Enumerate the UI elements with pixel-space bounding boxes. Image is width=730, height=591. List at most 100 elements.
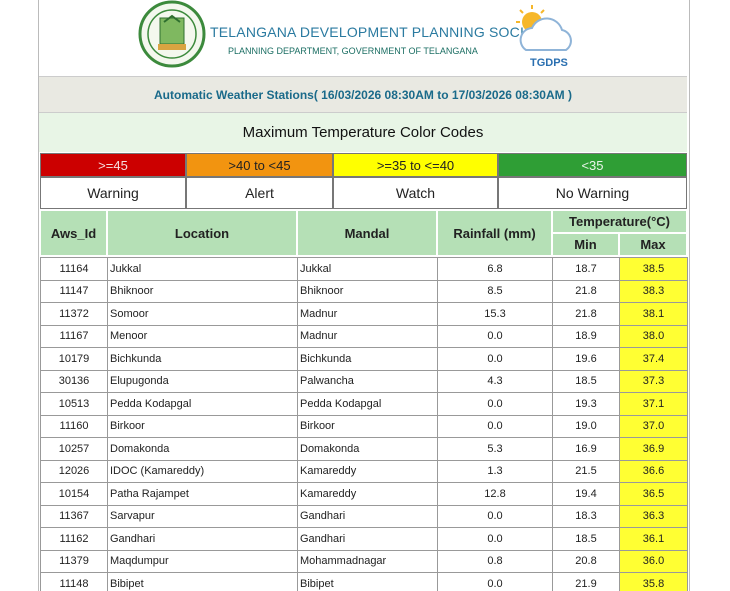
column-group-header: Temperature(°C)	[552, 210, 687, 233]
state-emblem	[138, 0, 206, 68]
table-row: 10257 Domakonda Domakonda 5.3 16.9 36.9	[40, 437, 688, 461]
data-table: 11164 Jukkal Jukkal 6.8 18.7 38.5 11147 Bhiknoo…	[40, 257, 688, 591]
mandal: Birkoor	[297, 414, 438, 438]
max-temp: 35.8	[619, 572, 688, 591]
min-temp: 18.9	[552, 324, 620, 348]
max-temp: 38.1	[619, 302, 688, 326]
aws-id: 11162	[40, 527, 108, 551]
rainfall: 6.8	[437, 257, 553, 281]
rainfall: 0.8	[437, 549, 553, 573]
rainfall: 0.0	[437, 414, 553, 438]
legend-title: Maximum Temperature Color Codes	[39, 113, 687, 152]
location: Elupugonda	[107, 369, 298, 393]
header-title: TELANGANA DEVELOPMENT PLANNING SOCIETY	[210, 24, 552, 40]
max-temp: 38.5	[619, 257, 688, 281]
mandal: Domakonda	[297, 437, 438, 461]
location: Menoor	[107, 324, 298, 348]
legend-range: <35	[498, 153, 687, 177]
max-temp: 38.3	[619, 279, 688, 303]
mandal: Bibipet	[297, 572, 438, 591]
legend-label: Alert	[186, 177, 333, 209]
rainfall: 15.3	[437, 302, 553, 326]
table-row: 10513 Pedda Kodapgal Pedda Kodapgal 0.0 19.3…	[40, 392, 688, 416]
table-row: 11167 Menoor Madnur 0.0 18.9 38.0	[40, 324, 688, 348]
table-row: 11164 Jukkal Jukkal 6.8 18.7 38.5	[40, 257, 688, 281]
header-subtitle: PLANNING DEPARTMENT, GOVERNMENT OF TELAN…	[228, 46, 478, 56]
min-temp: 21.8	[552, 302, 620, 326]
max-temp: 37.4	[619, 347, 688, 371]
aws-id: 11379	[40, 549, 108, 573]
table-row: 10154 Patha Rajampet Kamareddy 12.8 19.4 36.5	[40, 482, 688, 506]
location: Bhiknoor	[107, 279, 298, 303]
aws-id: 10513	[40, 392, 108, 416]
column-header: Min	[552, 233, 619, 256]
min-temp: 18.5	[552, 527, 620, 551]
rainfall: 4.3	[437, 369, 553, 393]
min-temp: 19.3	[552, 392, 620, 416]
location: Patha Rajampet	[107, 482, 298, 506]
legend-range: >=45	[40, 153, 186, 177]
mandal: Bichkunda	[297, 347, 438, 371]
min-temp: 19.4	[552, 482, 620, 506]
table-row: 11148 Bibipet Bibipet 0.0 21.9 35.8	[40, 572, 688, 591]
rainfall: 5.3	[437, 437, 553, 461]
page-frame	[38, 0, 690, 591]
min-temp: 19.0	[552, 414, 620, 438]
aws-id: 11372	[40, 302, 108, 326]
min-temp: 21.8	[552, 279, 620, 303]
max-temp: 38.0	[619, 324, 688, 348]
location: Jukkal	[107, 257, 298, 281]
table-row: 11372 Somoor Madnur 15.3 21.8 38.1	[40, 302, 688, 326]
tgdps-logo	[516, 5, 572, 51]
max-temp: 36.9	[619, 437, 688, 461]
location: Maqdumpur	[107, 549, 298, 573]
info-bar: Automatic Weather Stations( 16/03/2026 0…	[39, 76, 687, 113]
table-row: 11160 Birkoor Birkoor 0.0 19.0 37.0	[40, 414, 688, 438]
aws-id: 11148	[40, 572, 108, 591]
aws-id: 11160	[40, 414, 108, 438]
min-temp: 18.5	[552, 369, 620, 393]
column-header: Location	[107, 210, 297, 256]
legend-label: Warning	[40, 177, 186, 209]
max-temp: 36.0	[619, 549, 688, 573]
mandal: Madnur	[297, 324, 438, 348]
table-row: 11379 Maqdumpur Mohammadnagar 0.8 20.8 36.0	[40, 549, 688, 573]
legend-range: >=35 to <=40	[333, 153, 498, 177]
location: Birkoor	[107, 414, 298, 438]
mandal: Bhiknoor	[297, 279, 438, 303]
rainfall: 0.0	[437, 324, 553, 348]
location: Bibipet	[107, 572, 298, 591]
rainfall: 1.3	[437, 459, 553, 483]
rainfall: 0.0	[437, 572, 553, 591]
logo-text: TGDPS	[530, 57, 568, 69]
table-row: 12026 IDOC (Kamareddy) Kamareddy 1.3 21.5 36.…	[40, 459, 688, 483]
legend-label: No Warning	[498, 177, 687, 209]
max-temp: 36.5	[619, 482, 688, 506]
table-row: 11367 Sarvapur Gandhari 0.0 18.3 36.3	[40, 504, 688, 528]
min-temp: 21.5	[552, 459, 620, 483]
mandal: Palwancha	[297, 369, 438, 393]
aws-id: 11164	[40, 257, 108, 281]
table-row: 11147 Bhiknoor Bhiknoor 8.5 21.8 38.3	[40, 279, 688, 303]
mandal: Kamareddy	[297, 482, 438, 506]
aws-id: 30136	[40, 369, 108, 393]
mandal: Pedda Kodapgal	[297, 392, 438, 416]
max-temp: 37.3	[619, 369, 688, 393]
column-header: Max	[619, 233, 687, 256]
max-temp: 36.6	[619, 459, 688, 483]
aws-id: 10257	[40, 437, 108, 461]
location: Bichkunda	[107, 347, 298, 371]
mandal: Jukkal	[297, 257, 438, 281]
min-temp: 20.8	[552, 549, 620, 573]
mandal: Gandhari	[297, 504, 438, 528]
min-temp: 16.9	[552, 437, 620, 461]
column-header: Mandal	[297, 210, 437, 256]
rainfall: 0.0	[437, 347, 553, 371]
location: Pedda Kodapgal	[107, 392, 298, 416]
legend-label: Watch	[333, 177, 498, 209]
legend-range: >40 to <45	[186, 153, 333, 177]
rainfall: 12.8	[437, 482, 553, 506]
rainfall: 0.0	[437, 527, 553, 551]
rainfall: 0.0	[437, 392, 553, 416]
